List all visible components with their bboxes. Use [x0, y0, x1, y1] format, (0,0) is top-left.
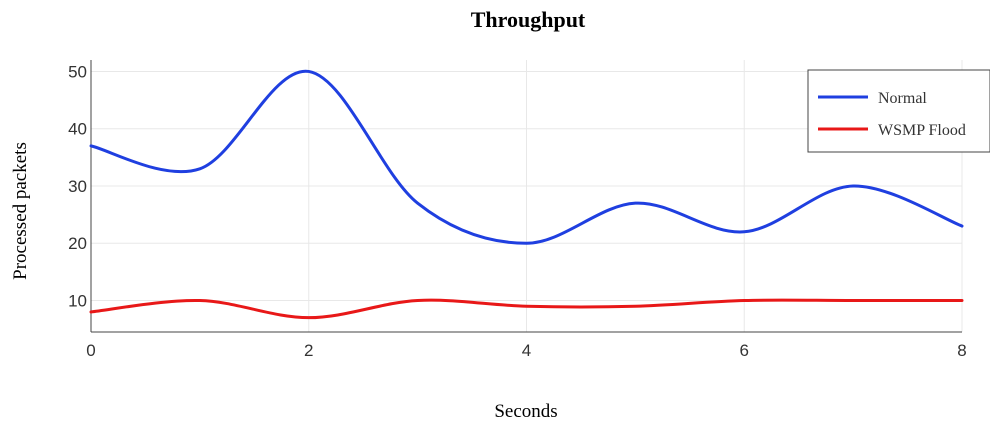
series-line-0: [89, 69, 964, 245]
legend-label-1: WSMP Flood: [878, 122, 966, 139]
chart-title: Throughput: [471, 7, 586, 32]
y-tick-label: 20: [68, 234, 87, 253]
y-tick-label: 50: [68, 62, 87, 81]
legend: Normal WSMP Flood: [807, 69, 990, 153]
axes: [90, 60, 962, 333]
x-axis-title: Seconds: [494, 401, 557, 422]
y-tick-label: 10: [68, 292, 87, 311]
tick-labels: 0 2 4 6 8 10 20 30 40 50: [68, 62, 967, 360]
x-tick-label: 4: [522, 341, 531, 360]
legend-label-0: Normal: [878, 90, 927, 107]
x-tick-label: 8: [957, 341, 966, 360]
series-line-1: [89, 298, 964, 320]
x-tick-label: 2: [304, 341, 313, 360]
x-tick-label: 0: [86, 341, 95, 360]
y-tick-label: 30: [68, 177, 87, 196]
y-axis-title: Processed packets: [10, 142, 31, 280]
legend-box: [807, 69, 990, 153]
x-tick-label: 6: [740, 341, 749, 360]
y-tick-label: 40: [68, 120, 87, 139]
series-lines: [89, 69, 964, 320]
